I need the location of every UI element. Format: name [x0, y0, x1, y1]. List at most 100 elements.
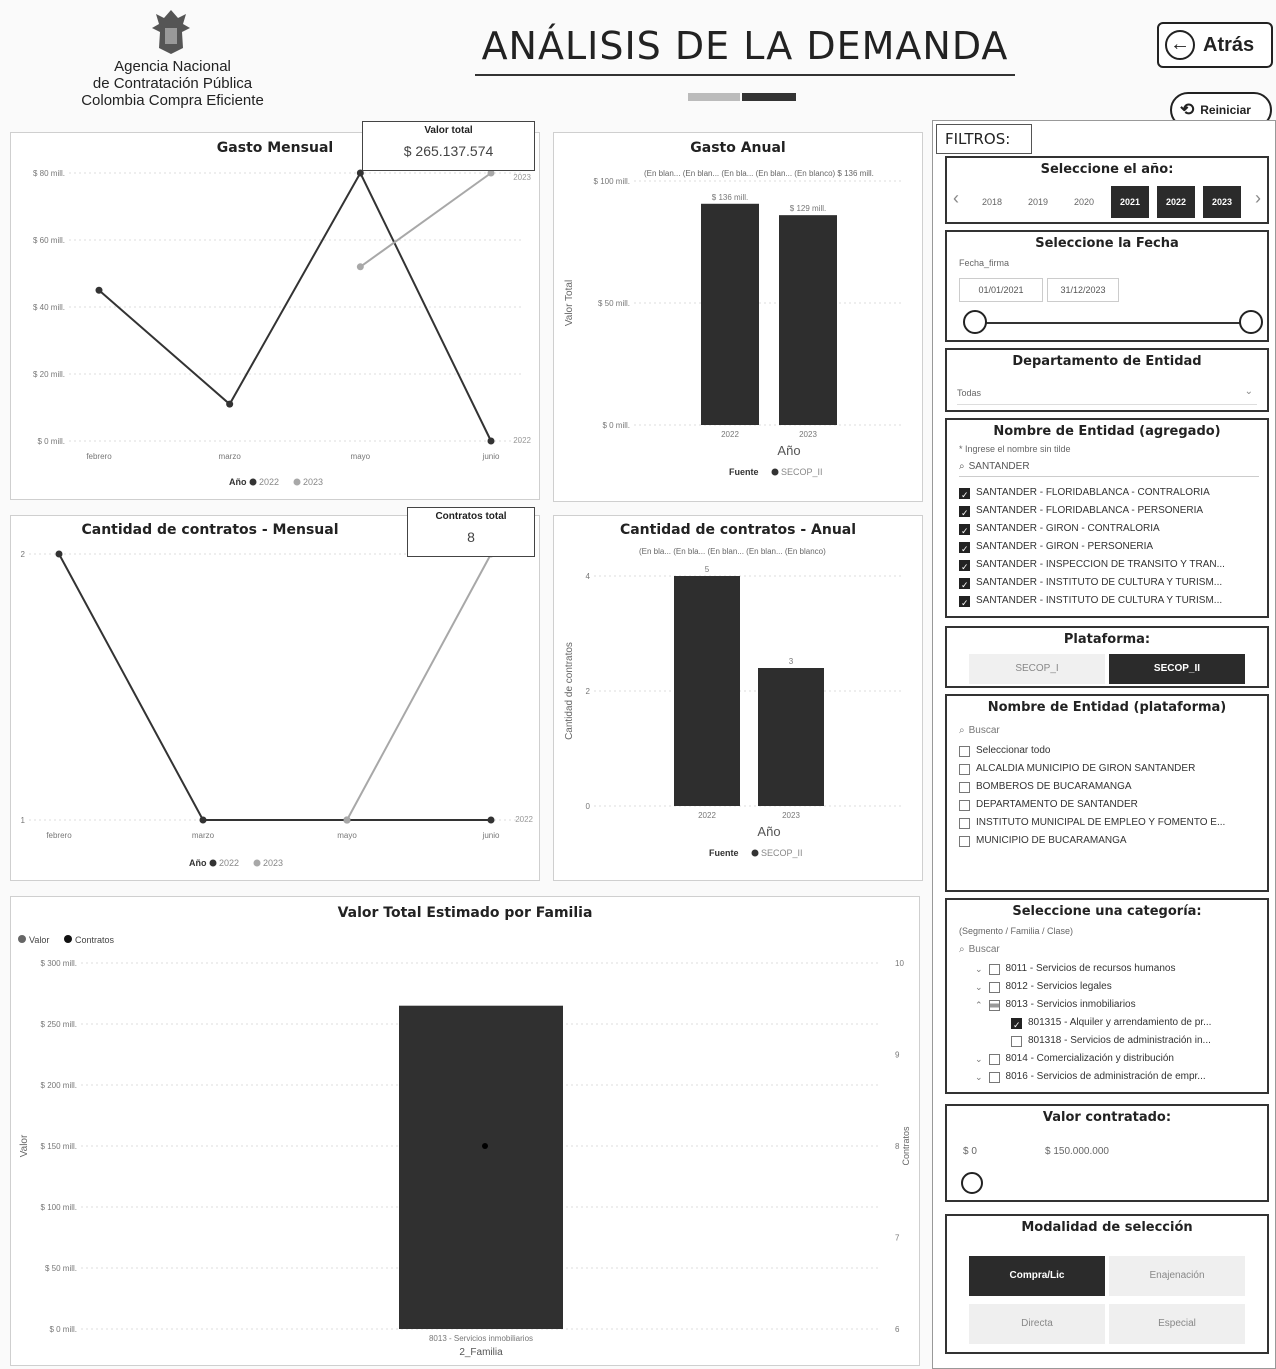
entity-aggregate-checkbox[interactable]: [959, 504, 970, 520]
year-button-2021[interactable]: 2021: [1111, 186, 1149, 218]
entity-aggregate-label: SANTANDER - INSTITUTO DE CULTURA Y TURIS…: [976, 577, 1223, 588]
contratos-anual-panel: Cantidad de contratos - Anual (En bla...…: [553, 515, 923, 881]
entity-aggregate-item[interactable]: SANTANDER - FLORIDABLANCA - PERSONERIA: [959, 502, 1263, 520]
year-button-2018[interactable]: 2018: [981, 197, 1003, 207]
modality-button[interactable]: Compra/Lic: [969, 1256, 1105, 1296]
category-item[interactable]: ⌃ 8013 - Servicios inmobiliarios: [959, 996, 1263, 1014]
select-all-checkbox[interactable]: [959, 745, 970, 757]
entity-platform-item[interactable]: DEPARTAMENTO DE SANTANDER: [959, 796, 1263, 814]
contratos-anual-legend-title: Fuente: [709, 848, 739, 858]
date-start-handle[interactable]: [963, 310, 987, 334]
category-item[interactable]: 801315 - Alquiler y arrendamiento de pr.…: [959, 1014, 1263, 1032]
contratos-anual-subtitle: (En bla... (En bla... (En blan... (En bl…: [639, 547, 826, 556]
category-search[interactable]: ⌕ Buscar: [959, 942, 1259, 958]
entity-aggregate-checkbox[interactable]: [959, 540, 970, 556]
gasto-anual-data-label: $ 129 mill.: [790, 204, 826, 213]
entity-platform-checkbox[interactable]: [959, 763, 970, 775]
year-button-2022[interactable]: 2022: [1157, 186, 1195, 218]
department-dropdown[interactable]: Todas ⌄: [957, 382, 1257, 405]
contratos-mensual-end-label: 2022: [515, 815, 533, 824]
gasto-mensual-y-tick: $ 60 mill.: [33, 236, 65, 245]
entity-platform-item[interactable]: MUNICIPIO DE BUCARAMANGA: [959, 832, 1263, 850]
valor-total-value: $ 265.137.574: [403, 143, 494, 159]
modality-button[interactable]: Especial: [1109, 1304, 1245, 1344]
modality-button[interactable]: Directa: [969, 1304, 1105, 1344]
entity-platform-item[interactable]: ALCALDIA MUNICIPIO DE GIRON SANTANDER: [959, 760, 1263, 778]
year-prev-icon[interactable]: ‹: [953, 188, 959, 208]
year-slicer: 2018 2019 2020 2021 2022 2023: [973, 186, 1245, 218]
entity-aggregate-checkbox[interactable]: [959, 522, 970, 538]
entity-platform-item[interactable]: INSTITUTO MUNICIPAL DE EMPLEO Y FOMENTO …: [959, 814, 1263, 832]
year-button-2020[interactable]: 2020: [1073, 197, 1095, 207]
date-end-handle[interactable]: [1239, 310, 1263, 334]
entity-platform-checkbox[interactable]: [959, 817, 970, 829]
valor-familia-y2-tick: 6: [895, 1325, 900, 1334]
date-to-input[interactable]: 31/12/2023: [1047, 278, 1119, 302]
back-button[interactable]: ← Atrás: [1157, 22, 1273, 68]
year-next-icon[interactable]: ›: [1255, 188, 1261, 208]
contratos-anual-y-tick: 2: [586, 687, 591, 696]
gasto-mensual-data-point: [95, 286, 103, 294]
platform-button-secop_i[interactable]: SECOP_I: [969, 654, 1105, 684]
gasto-anual-legend-marker: [771, 468, 779, 476]
entity-platform-search[interactable]: ⌕ Buscar: [959, 722, 1259, 740]
entity-platform-checkbox[interactable]: [959, 781, 970, 793]
gasto-anual-legend-title: Fuente: [729, 467, 759, 477]
amount-max[interactable]: $ 150.000.000: [1045, 1146, 1109, 1157]
page-indicator[interactable]: [688, 93, 796, 101]
valor-familia-title: Valor Total Estimado por Familia: [337, 905, 593, 921]
category-item[interactable]: ⌄ 8014 - Comercialización y distribución: [959, 1050, 1263, 1068]
entity-platform-item[interactable]: BOMBEROS DE BUCARAMANGA: [959, 778, 1263, 796]
platform-button-secop_ii[interactable]: SECOP_II: [1109, 654, 1245, 684]
entity-platform-checkbox[interactable]: [959, 835, 970, 847]
category-checkbox[interactable]: [988, 963, 1000, 975]
contratos-mensual-x-tick: marzo: [192, 831, 215, 840]
category-checkbox[interactable]: [988, 1071, 1000, 1083]
category-checkbox[interactable]: [1011, 1035, 1022, 1047]
contratos-mensual-legend-marker: [209, 859, 217, 867]
gasto-anual-x-label: Año: [777, 443, 800, 458]
entity-aggregate-item[interactable]: SANTANDER - INSPECCION DE TRANSITO Y TRA…: [959, 556, 1263, 574]
category-item[interactable]: 801318 - Servicios de administración in.…: [959, 1032, 1263, 1050]
entity-aggregate-item[interactable]: SANTANDER - GIRON - PERSONERIA: [959, 538, 1263, 556]
expand-chevron-icon[interactable]: ⌄: [975, 1072, 983, 1082]
entity-aggregate-item[interactable]: SANTANDER - INSTITUTO DE CULTURA Y TURIS…: [959, 592, 1263, 610]
entity-aggregate-item[interactable]: SANTANDER - FLORIDABLANCA - CONTRALORIA: [959, 484, 1263, 502]
gasto-mensual-x-tick: junio: [482, 452, 500, 461]
entity-aggregate-checkbox[interactable]: [959, 594, 970, 610]
category-item[interactable]: ⌄ 8012 - Servicios legales: [959, 978, 1263, 996]
valor-familia-y2-tick: 9: [895, 1051, 900, 1060]
amount-min-handle[interactable]: [961, 1172, 983, 1194]
expand-chevron-icon[interactable]: ⌃: [975, 1000, 983, 1010]
date-from-input[interactable]: 01/01/2021: [959, 278, 1043, 302]
category-item[interactable]: ⌄ 8016 - Servicios de administración de e…: [959, 1068, 1263, 1086]
valor-familia-y2-tick: 8: [895, 1142, 900, 1151]
select-all-row[interactable]: Seleccionar todo: [959, 742, 1051, 760]
entity-aggregate-checkbox[interactable]: [959, 558, 970, 574]
entity-aggregate-item[interactable]: SANTANDER - GIRON - CONTRALORIA: [959, 520, 1263, 538]
category-checkbox[interactable]: [988, 999, 1000, 1011]
entity-platform-checkbox[interactable]: [959, 799, 970, 811]
gasto-mensual-end-label: 2022: [513, 436, 531, 445]
entity-platform-label: INSTITUTO MUNICIPAL DE EMPLEO Y FOMENTO …: [976, 817, 1226, 828]
year-button-2023[interactable]: 2023: [1203, 186, 1241, 218]
modality-button[interactable]: Enajenación: [1109, 1256, 1245, 1296]
year-button-2019[interactable]: 2019: [1027, 197, 1049, 207]
category-checkbox[interactable]: [1011, 1016, 1022, 1032]
gasto-mensual-series-line: [98, 170, 492, 442]
contratos-mensual-data-point: [343, 816, 351, 824]
search-icon: ⌕: [959, 725, 965, 736]
entity-aggregate-search[interactable]: ⌕ SANTANDER: [959, 458, 1259, 477]
category-item[interactable]: ⌄ 8011 - Servicios de recursos humanos: [959, 960, 1263, 978]
entity-aggregate-item[interactable]: SANTANDER - INSTITUTO DE CULTURA Y TURIS…: [959, 574, 1263, 592]
category-tree: ⌄ 8011 - Servicios de recursos humanos ⌄ 80…: [959, 960, 1263, 1086]
expand-chevron-icon[interactable]: ⌄: [975, 982, 983, 992]
select-all-label: Seleccionar todo: [976, 745, 1051, 756]
category-checkbox[interactable]: [988, 981, 1000, 993]
amount-min[interactable]: $ 0: [963, 1146, 977, 1157]
expand-chevron-icon[interactable]: ⌄: [975, 1054, 983, 1064]
entity-aggregate-checkbox[interactable]: [959, 576, 970, 592]
expand-chevron-icon[interactable]: ⌄: [975, 964, 983, 974]
entity-aggregate-checkbox[interactable]: [959, 486, 970, 502]
category-checkbox[interactable]: [988, 1053, 1000, 1065]
